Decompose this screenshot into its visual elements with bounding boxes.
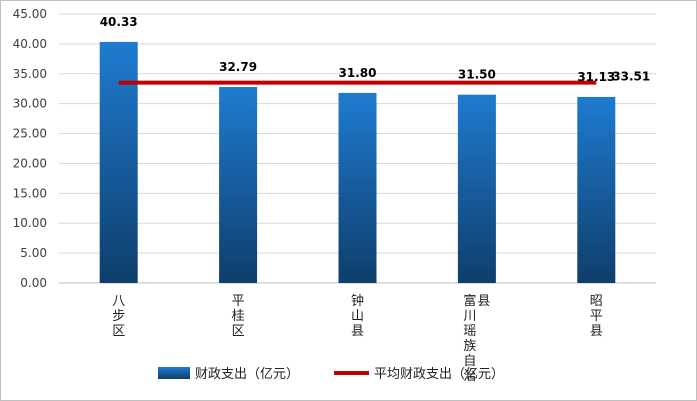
legend-swatch-bar [158,367,190,379]
category-label: 富川瑶族自治县 [463,293,490,384]
y-tick-label: 0.00 [20,276,47,290]
y-tick-label: 10.00 [13,216,47,230]
legend-label-bar: 财政支出（亿元） [195,367,299,382]
bar [457,94,496,283]
bar [577,96,616,284]
category-label: 平桂区 [232,294,245,339]
bar [219,86,258,283]
data-labels: 40.33 32.79 31.80 31.50 31.13 [100,15,616,84]
legend: 财政支出（亿元） 平均财政支出（亿元） [158,367,504,382]
data-label: 40.33 [100,15,138,29]
data-label: 32.79 [219,60,257,74]
category-label: 钟山县 [351,293,364,339]
y-tick-label: 30.00 [13,97,47,111]
average-line-group: 33.51 [118,70,650,85]
data-label: 31.13 [577,70,615,84]
category-label: 昭平县 [590,294,603,339]
y-axis-ticks: 0.00 5.00 10.00 15.00 20.00 25.00 30.00 35.00 40… [13,7,47,290]
bar [99,41,138,283]
y-tick-label: 40.00 [13,37,47,51]
data-label: 31.50 [458,68,496,82]
category-label: 八步区 [112,294,125,339]
y-tick-label: 20.00 [13,156,47,170]
data-label: 31.80 [339,66,377,80]
category-labels: 八步区 平桂区 钟山县 富川瑶族自治县 昭平县 [112,293,603,384]
y-tick-label: 15.00 [13,186,47,200]
y-tick-label: 45.00 [13,7,47,21]
y-tick-label: 25.00 [13,127,47,141]
legend-label-line: 平均财政支出（亿元） [374,367,504,382]
y-tick-label: 5.00 [20,246,47,260]
average-label: 33.51 [612,70,650,84]
y-tick-label: 35.00 [13,67,47,81]
bar [338,92,377,283]
